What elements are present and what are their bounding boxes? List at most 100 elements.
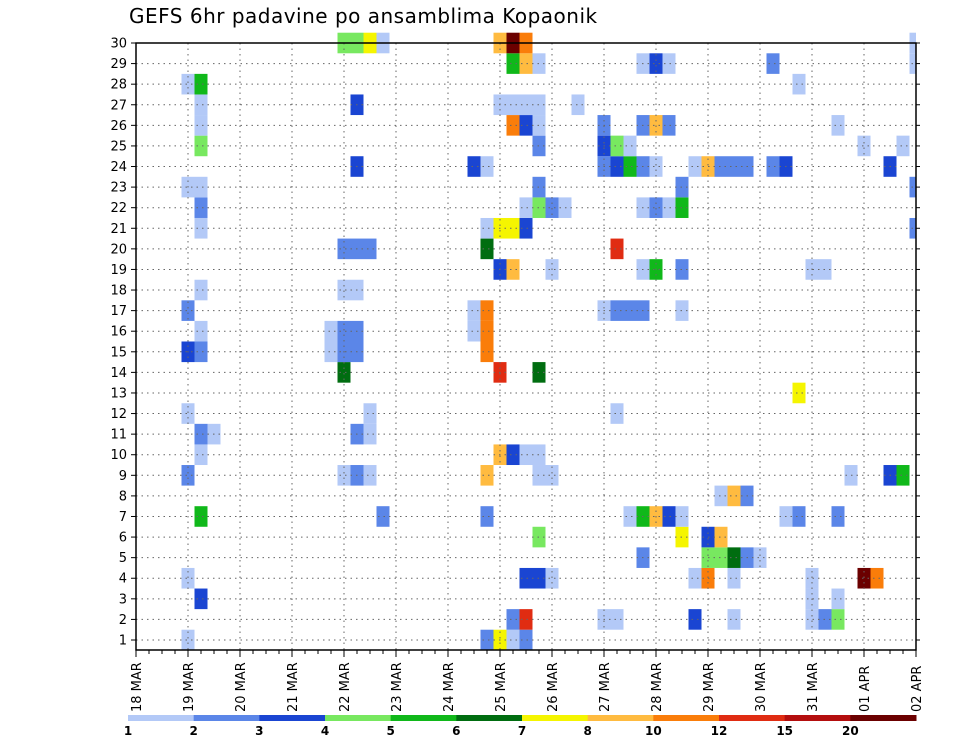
legend-label: 15 (776, 724, 793, 738)
heatmap-cell (571, 94, 585, 116)
heatmap-cell (480, 320, 494, 342)
heatmap-cell (688, 156, 702, 177)
heatmap-cell (727, 485, 741, 507)
heatmap-cell (649, 197, 663, 218)
heatmap-cell (610, 238, 624, 260)
heatmap-cell (727, 156, 741, 177)
x-tick-label: 26 MAR (546, 662, 561, 712)
y-tick-label: 17 (110, 304, 127, 319)
heatmap-cell (337, 320, 351, 342)
legend-label: 12 (711, 724, 728, 738)
heatmap-cell (714, 485, 728, 507)
y-tick-label: 30 (110, 37, 127, 52)
heatmap-cell (805, 567, 819, 589)
x-axis: 18 MAR 19 MAR 20 MAR 21 MAR 22 MAR 23 MAR 24 M… (130, 650, 925, 712)
heatmap-cell (181, 465, 195, 486)
heatmap-cell (480, 217, 494, 239)
heatmap-cell (792, 73, 806, 95)
heatmap-cell (688, 567, 702, 589)
heatmap-cell (857, 135, 871, 157)
y-tick-label: 8 (119, 489, 127, 504)
heatmap-cell (181, 300, 195, 321)
legend-label: 3 (255, 724, 263, 738)
heatmap-cell (714, 526, 728, 548)
heatmap-cell (194, 444, 208, 466)
y-tick-label: 14 (110, 366, 127, 381)
y-tick-label: 25 (110, 139, 127, 154)
heatmap-cell (480, 156, 494, 177)
heatmap-cell (194, 73, 208, 95)
y-tick-label: 16 (110, 325, 127, 340)
x-tick-label: 02 APR (910, 666, 925, 712)
heatmap-cell (610, 403, 624, 424)
heatmap-cell (610, 609, 624, 630)
heatmap-cell (506, 217, 520, 239)
heatmap-cell (831, 588, 845, 610)
heatmap-cell (467, 320, 481, 342)
heatmap-cell (194, 320, 208, 342)
legend-label: 10 (645, 724, 662, 738)
legend-label: 20 (842, 724, 859, 738)
heatmap-cell (623, 300, 637, 321)
heatmap-cell (194, 588, 208, 610)
legend-swatch (325, 715, 392, 721)
heatmap-cell (194, 176, 208, 198)
y-tick-label: 15 (110, 345, 127, 360)
heatmap-cell (194, 423, 208, 445)
y-tick-label: 2 (119, 613, 127, 628)
heatmap-cell (545, 197, 559, 218)
heatmap-cell (506, 609, 520, 630)
heatmap-cell (337, 362, 351, 383)
legend-label: 7 (518, 724, 526, 738)
y-tick-label: 12 (110, 407, 127, 422)
y-tick-label: 26 (110, 119, 127, 134)
heatmap-cell (467, 300, 481, 321)
legend-swatch (456, 715, 523, 721)
heatmap-cell (181, 403, 195, 424)
heatmap-cell (896, 465, 910, 486)
legend-swatch (128, 715, 195, 721)
x-tick-label: 21 MAR (286, 662, 301, 712)
heatmap-cell (831, 115, 845, 136)
x-tick-label: 29 MAR (702, 662, 717, 712)
heatmap-cell (194, 115, 208, 136)
heatmap-cell (194, 341, 208, 363)
heatmap-cell (181, 567, 195, 589)
heatmap-cell (753, 547, 767, 568)
heatmap-cell (649, 156, 663, 177)
x-tick-label: 18 MAR (130, 662, 145, 712)
heatmap-cell (480, 238, 494, 260)
heatmap-cell (662, 53, 676, 74)
heatmap-cell (519, 197, 533, 218)
heatmap-cell (363, 465, 377, 486)
x-tick-label: 23 MAR (390, 662, 405, 712)
heatmap-cell (649, 53, 663, 74)
y-tick-label: 24 (110, 160, 127, 175)
heatmap-cell (662, 506, 676, 527)
heatmap-cell (519, 115, 533, 136)
heatmap-cell (506, 94, 520, 116)
y-tick-label: 21 (110, 222, 127, 237)
y-tick-label: 3 (119, 592, 127, 607)
x-tick-label: 20 MAR (234, 662, 249, 712)
heatmap-cell (480, 465, 494, 486)
legend-swatch (850, 715, 917, 721)
heatmap-cell (337, 465, 351, 486)
y-tick-label: 5 (119, 551, 127, 566)
y-tick-label: 27 (110, 98, 127, 113)
heatmap-cell (480, 506, 494, 527)
x-tick-label: 25 MAR (494, 662, 509, 712)
y-tick-label: 1 (119, 634, 127, 649)
y-tick-label: 23 (110, 181, 127, 196)
heatmap-cell (662, 115, 676, 136)
heatmap-cell (727, 547, 741, 568)
heatmap-cell (506, 53, 520, 74)
legend-label: 8 (583, 724, 591, 738)
y-tick-label: 4 (119, 572, 127, 587)
legend-label: 6 (452, 724, 460, 738)
grid-layer (136, 42, 916, 650)
legend-swatch (719, 715, 786, 721)
x-tick-label: 30 MAR (754, 662, 769, 712)
legend-swatch (587, 715, 654, 721)
legend-swatch (653, 715, 720, 721)
